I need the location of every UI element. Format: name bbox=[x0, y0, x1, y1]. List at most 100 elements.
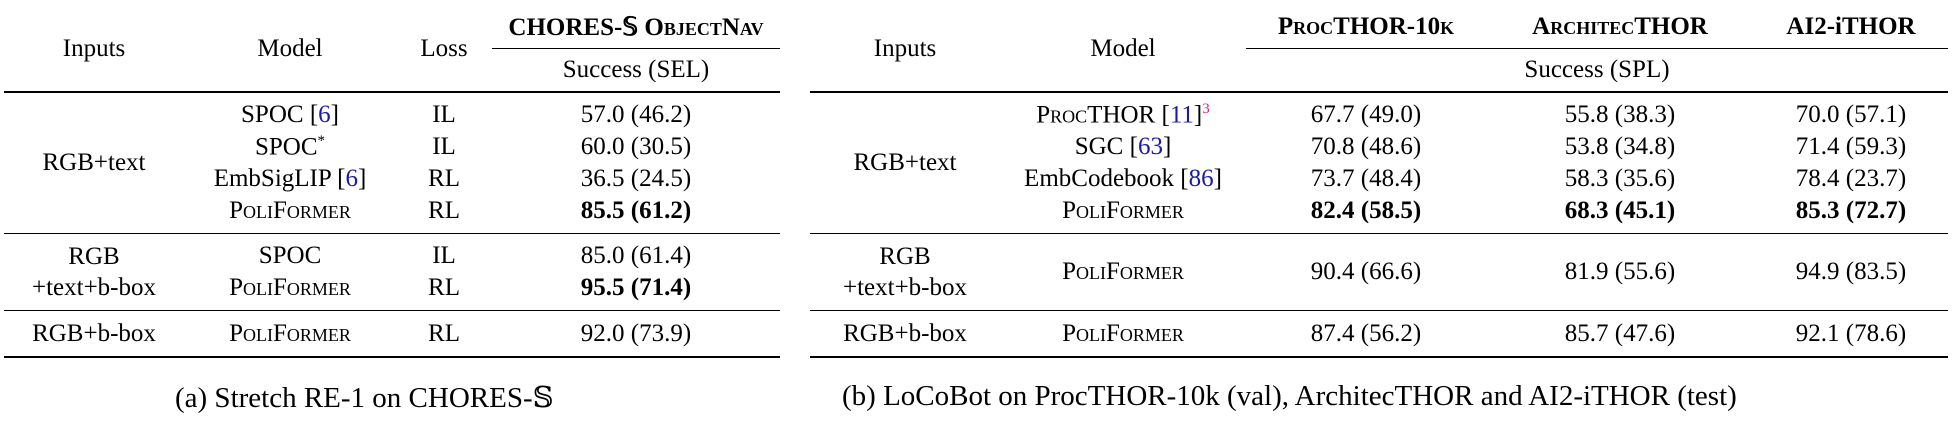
value-cell: 68.3 (45.1) bbox=[1564, 197, 1676, 224]
citation-link[interactable]: 6 bbox=[318, 101, 331, 128]
value-cell: 85.7 (47.6) bbox=[1486, 310, 1754, 358]
value-cell: 92.1 (78.6) bbox=[1754, 310, 1948, 358]
table-row: PoliFormer RL 95.5 (71.4) bbox=[4, 272, 780, 311]
success-value: 85.5 bbox=[580, 197, 625, 224]
sel-value: 61.4 bbox=[639, 242, 683, 269]
success-value: 92.0 bbox=[580, 319, 625, 347]
table-b-group-inputs: RGB+b-box bbox=[810, 310, 1000, 358]
value-cell: 73.7 (48.4) bbox=[1310, 165, 1422, 192]
loss-cell: RL bbox=[428, 274, 460, 301]
table-a-header-row-2: Success (SEL) bbox=[4, 49, 780, 93]
citation-link[interactable]: 63 bbox=[1137, 133, 1163, 160]
table-row: EmbCodebook [86] 73.7 (48.4) 58.3 (35.6)… bbox=[810, 163, 1948, 195]
inputs-line-1: RGB bbox=[879, 243, 931, 270]
success-cell: 95.5 (71.4) bbox=[580, 274, 692, 301]
table-row: PoliFormer 82.4 (58.5) 68.3 (45.1) 85.3 … bbox=[810, 195, 1948, 234]
model-name: PoliFormer bbox=[229, 274, 351, 301]
value-cell: 85.3 (72.7) bbox=[1795, 197, 1907, 224]
citation-link[interactable]: 11 bbox=[1169, 101, 1194, 129]
table-a-model-cell: SPOC [6] bbox=[184, 91, 396, 131]
table-a-model-cell: SPOC* bbox=[184, 131, 396, 163]
value-cell: 58.3 (35.6) bbox=[1564, 165, 1676, 192]
table-a-header-model: Model bbox=[257, 34, 323, 62]
table-row: RGB+text ProcTHOR [11]3 67.7 (49.0) 55.8… bbox=[810, 91, 1948, 234]
model-name: PoliFormer bbox=[1000, 233, 1246, 311]
success-cell: 85.5 (61.2) bbox=[580, 197, 692, 224]
model-name: EmbCodebook bbox=[1024, 165, 1175, 192]
loss-cell: IL bbox=[396, 233, 492, 272]
model-name: ProcTHOR bbox=[1036, 101, 1156, 129]
table-b-header-ai2ithor: AI2-iTHOR bbox=[1754, 6, 1948, 49]
value-cell: 82.4 (58.5) bbox=[1310, 197, 1422, 224]
loss-cell: RL bbox=[428, 197, 460, 224]
footnote-star: * bbox=[317, 132, 326, 149]
success-cell: 60.0 (30.5) bbox=[580, 133, 692, 160]
model-name: PoliFormer bbox=[1062, 197, 1184, 224]
table-b-model-cell: ProcTHOR [11]3 bbox=[1000, 91, 1246, 131]
loss-cell: IL bbox=[432, 133, 456, 160]
table-b-model-cell: EmbCodebook [86] bbox=[1024, 165, 1222, 192]
value-cell: 67.7 (49.0) bbox=[1246, 91, 1486, 131]
citation-link[interactable]: 6 bbox=[345, 165, 358, 192]
table-a: Inputs Model Loss CHORES-𝕊 ObjectNav Suc… bbox=[4, 6, 780, 358]
table-b-header-row-1: Inputs Model ProcTHOR-10k ArchitecTHOR A… bbox=[810, 6, 1948, 62]
model-name: SPOC bbox=[184, 233, 396, 272]
inputs-line-1: RGB bbox=[68, 243, 120, 270]
table-row: EmbSigLIP [6] RL 36.5 (24.5) bbox=[4, 163, 780, 195]
sel-value: 71.4 bbox=[639, 274, 683, 301]
table-a-header-metric: Success (SEL) bbox=[562, 56, 710, 83]
citation-link[interactable]: 86 bbox=[1188, 165, 1214, 192]
table-b-panel: Inputs Model ProcTHOR-10k ArchitecTHOR A… bbox=[810, 6, 1948, 358]
success-value: 95.5 bbox=[580, 274, 625, 301]
inputs-line-2: +text+b-box bbox=[31, 274, 156, 301]
model-name: SGC bbox=[1074, 133, 1124, 160]
table-row: RGB +text+b-box PoliFormer 90.4 (66.6) 81… bbox=[810, 233, 1948, 311]
model-name: SPOC bbox=[241, 101, 304, 128]
sel-value: 73.9 bbox=[639, 319, 683, 347]
table-row: RGB +text+b-box SPOC IL 85.0 (61.4) bbox=[4, 233, 780, 311]
table-row: PoliFormer RL 85.5 (61.2) bbox=[4, 195, 780, 234]
success-cell: 92.0 (73.9) bbox=[492, 310, 780, 358]
table-b-header-model: Model bbox=[1090, 34, 1156, 62]
value-cell: 71.4 (59.3) bbox=[1795, 133, 1907, 160]
table-a-header-row-1: Inputs Model Loss CHORES-𝕊 ObjectNav bbox=[4, 6, 780, 62]
model-name: SPOC bbox=[254, 133, 318, 161]
success-value: 60.0 bbox=[580, 133, 625, 160]
table-a-group-inputs: RGB+b-box bbox=[4, 310, 184, 358]
model-name: PoliFormer bbox=[1000, 310, 1246, 358]
table-a-panel: Inputs Model Loss CHORES-𝕊 ObjectNav Suc… bbox=[4, 6, 780, 358]
table-row: RGB+b-box PoliFormer RL 92.0 (73.9) bbox=[4, 310, 780, 358]
table-row: RGB+text SPOC [6] IL 57.0 (46.2) bbox=[4, 91, 780, 234]
table-a-header-inputs: Inputs bbox=[62, 34, 126, 62]
table-a-caption: (a) Stretch RE-1 on CHORES-𝕊 bbox=[175, 382, 554, 414]
table-a-group-inputs: RGB +text+b-box bbox=[4, 233, 184, 311]
success-cell: 57.0 (46.2) bbox=[492, 91, 780, 131]
value-cell: 53.8 (34.8) bbox=[1564, 133, 1676, 160]
model-name: PoliFormer bbox=[229, 197, 351, 224]
table-b-group-inputs: RGB +text+b-box bbox=[810, 233, 1000, 311]
inputs-line-2: +text+b-box bbox=[842, 274, 967, 301]
value-cell: 94.9 (83.5) bbox=[1754, 233, 1948, 311]
value-cell: 70.0 (57.1) bbox=[1754, 91, 1948, 131]
table-a-header-benchmark: CHORES-𝕊 ObjectNav bbox=[492, 6, 780, 49]
table-b-caption: (b) LoCoBot on ProcTHOR-10k (val), Archi… bbox=[842, 380, 1737, 412]
success-value: 36.5 bbox=[580, 165, 625, 192]
success-value: 85.0 bbox=[580, 242, 625, 269]
value-cell: 55.8 (38.3) bbox=[1486, 91, 1754, 131]
sel-value: 46.2 bbox=[639, 101, 683, 128]
table-a-benchmark-name: CHORES-𝕊 ObjectNav bbox=[508, 14, 764, 41]
value-cell: 70.8 (48.6) bbox=[1310, 133, 1422, 160]
value-cell: 81.9 (55.6) bbox=[1486, 233, 1754, 311]
table-b-header-architecthor: ArchitecTHOR bbox=[1486, 6, 1754, 49]
table-b-header-procthor: ProcTHOR-10k bbox=[1246, 6, 1486, 49]
table-b-header-row-2: Success (SPL) bbox=[810, 49, 1948, 93]
footnote-marker[interactable]: 3 bbox=[1202, 100, 1210, 117]
table-b: Inputs Model ProcTHOR-10k ArchitecTHOR A… bbox=[810, 6, 1948, 358]
value-cell: 90.4 (66.6) bbox=[1246, 233, 1486, 311]
success-cell: 85.0 (61.4) bbox=[492, 233, 780, 272]
table-b-header-metric: Success (SPL) bbox=[1524, 56, 1670, 83]
loss-cell: RL bbox=[428, 165, 460, 192]
model-name: EmbSigLIP bbox=[213, 165, 331, 192]
table-row: RGB+b-box PoliFormer 87.4 (56.2) 85.7 (4… bbox=[810, 310, 1948, 358]
table-b-model-cell: SGC [63] bbox=[1074, 133, 1172, 160]
